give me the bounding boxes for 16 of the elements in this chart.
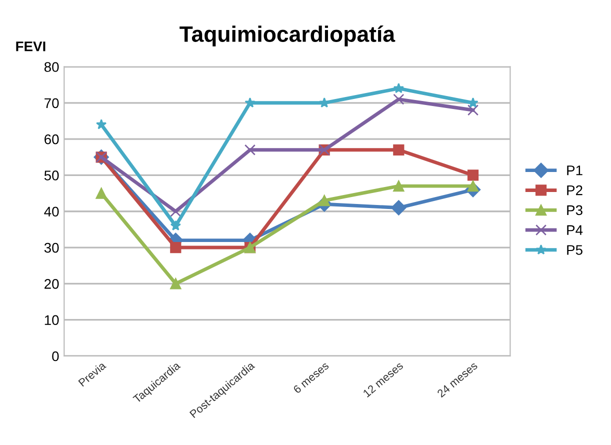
y-tick-label: 80 bbox=[44, 62, 59, 72]
y-tick-label: 20 bbox=[44, 279, 59, 289]
legend-label: P3 bbox=[567, 205, 582, 216]
y-tick-label: 50 bbox=[44, 170, 59, 180]
y-tick-label: 60 bbox=[44, 134, 59, 144]
y-tick-label: 70 bbox=[44, 98, 59, 108]
legend-label: P2 bbox=[567, 185, 582, 196]
legend-label: P5 bbox=[567, 245, 582, 255]
legend-label: P1 bbox=[567, 166, 582, 176]
chart-title: Taquimiocardiopatía bbox=[180, 25, 396, 46]
y-axis-title: FEVI bbox=[16, 42, 46, 52]
y-tick-label: 30 bbox=[44, 242, 59, 253]
y-tick-label: 0 bbox=[52, 351, 59, 362]
y-tick-label: 10 bbox=[44, 315, 59, 326]
y-tick-label: 40 bbox=[44, 206, 59, 217]
legend-label: P4 bbox=[567, 225, 583, 235]
